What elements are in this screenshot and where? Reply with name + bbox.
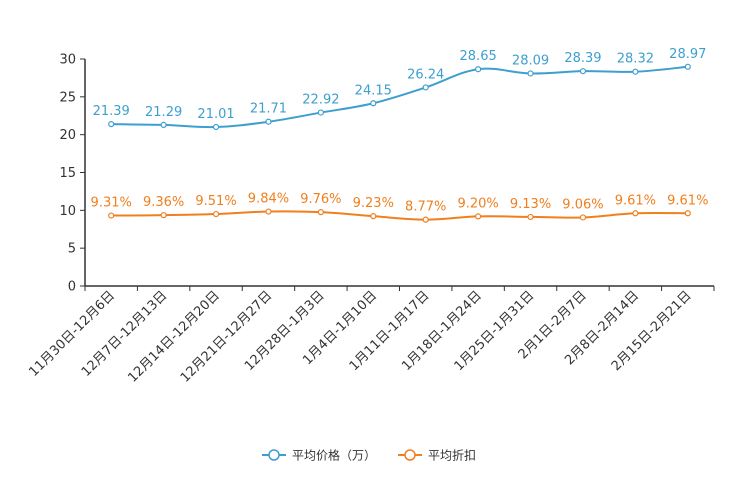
data-label: 9.76% <box>300 192 341 207</box>
data-label: 21.01 <box>197 107 234 122</box>
data-point <box>212 210 220 218</box>
data-point <box>317 109 324 116</box>
series-line-1 <box>111 65 688 129</box>
data-point <box>684 210 691 217</box>
data-point <box>160 212 167 219</box>
data-point <box>527 213 534 221</box>
data-point <box>422 84 429 91</box>
data-label: 28.65 <box>460 49 497 64</box>
x-tick-label: 12月14日-12月20日 <box>125 288 222 385</box>
data-point <box>632 210 639 217</box>
y-tick-label: 15 <box>59 166 76 181</box>
data-point <box>160 121 167 129</box>
data-label: 9.13% <box>510 197 551 212</box>
data-label: 9.31% <box>91 196 132 211</box>
data-label: 9.36% <box>143 195 184 210</box>
data-point <box>579 68 587 75</box>
data-label: 21.39 <box>93 104 130 119</box>
data-point <box>212 123 220 131</box>
data-label: 28.32 <box>617 52 654 67</box>
data-label: 26.24 <box>407 67 444 82</box>
data-point <box>527 70 534 77</box>
data-label: 9.23% <box>353 196 394 211</box>
legend-label-1: 平均价格（万） <box>292 448 376 463</box>
data-point <box>265 208 272 215</box>
data-label: 9.20% <box>457 196 498 211</box>
data-label: 28.39 <box>564 51 601 66</box>
data-label: 22.92 <box>302 93 339 108</box>
x-tick-label: 11月30日-12月6日 <box>26 288 118 380</box>
y-tick-label: 10 <box>59 204 76 219</box>
y-tick-label: 20 <box>59 128 76 143</box>
data-point <box>370 100 377 107</box>
data-label: 21.71 <box>250 102 287 117</box>
data-label: 21.29 <box>145 105 182 120</box>
legend[interactable]: 平均价格（万） 平均折扣 <box>262 448 476 463</box>
data-point <box>370 213 377 220</box>
legend-marker-icon <box>404 449 416 461</box>
x-tick-label: 12月21日-12月27日 <box>178 288 275 385</box>
series-line-2 <box>111 210 688 221</box>
data-label: 9.61% <box>667 193 708 208</box>
data-point <box>475 213 482 220</box>
data-label: 8.77% <box>405 200 446 215</box>
data-label: 9.61% <box>615 193 656 208</box>
data-point <box>684 63 691 70</box>
data-label: 24.15 <box>355 83 392 98</box>
data-point <box>265 118 272 125</box>
y-tick-label: 30 <box>59 53 76 68</box>
legend-marker-icon <box>268 449 280 461</box>
data-point <box>632 68 639 75</box>
data-point <box>422 216 429 223</box>
data-label: 28.09 <box>512 53 549 68</box>
data-point <box>317 209 324 216</box>
y-tick-label: 5 <box>68 242 76 257</box>
data-label: 28.97 <box>669 47 706 62</box>
data-point <box>475 66 482 73</box>
y-tick-label: 0 <box>68 280 76 295</box>
data-point <box>579 214 587 221</box>
data-label: 9.51% <box>195 194 236 209</box>
axes: 05101520253011月30日-12月6日12月7日-12月13日12月1… <box>26 53 715 386</box>
data-point <box>108 121 115 128</box>
data-point <box>108 212 115 219</box>
series-layer: 21.39 21.29 21.01 21.71 22.92 24.15 26.24 28.65… <box>91 47 708 223</box>
y-tick-label: 25 <box>59 90 76 105</box>
legend-label-2: 平均折扣 <box>428 448 476 463</box>
data-label: 9.84% <box>248 192 289 207</box>
data-label: 9.06% <box>562 197 603 212</box>
